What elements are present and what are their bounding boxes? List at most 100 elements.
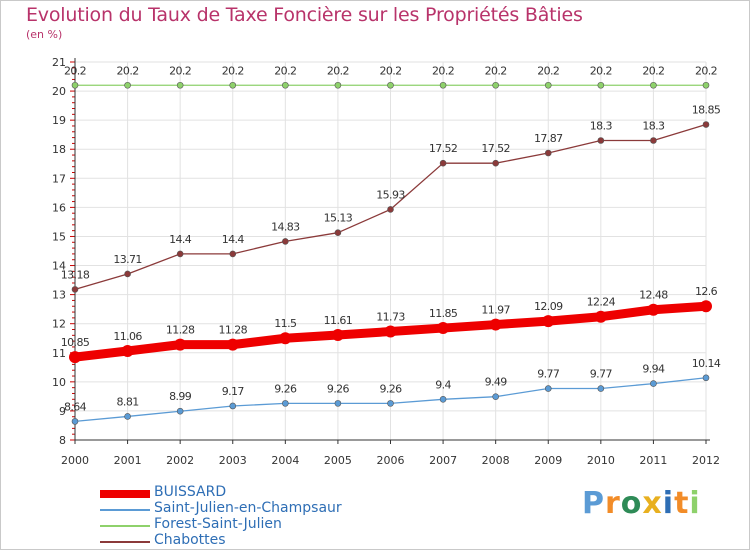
data-point <box>69 351 81 364</box>
data-label: 9.77 <box>590 368 613 381</box>
logo-letter: r <box>605 486 621 521</box>
x-tick-label: 2006 <box>377 454 405 467</box>
data-label: 12.48 <box>639 289 668 302</box>
data-label: 15.93 <box>376 188 405 201</box>
logo-letter: o <box>620 486 643 521</box>
data-label: 20.2 <box>222 64 244 77</box>
data-label: 14.4 <box>222 233 245 246</box>
x-tick-label: 2002 <box>166 454 194 467</box>
legend-label: Chabottes <box>154 532 226 548</box>
data-point <box>387 81 394 89</box>
data-label: 9.4 <box>435 378 451 391</box>
x-tick-label: 2004 <box>271 454 299 467</box>
data-label: 10.85 <box>61 336 90 349</box>
x-tick-label: 2008 <box>482 454 510 467</box>
y-tick-label: 20 <box>52 85 66 98</box>
data-label: 8.64 <box>64 400 87 413</box>
data-point <box>439 159 447 167</box>
data-label: 11.5 <box>274 317 297 330</box>
data-label: 17.87 <box>534 132 563 145</box>
data-label: 9.26 <box>327 382 350 395</box>
data-point <box>492 159 499 167</box>
y-tick-label: 11 <box>52 347 66 360</box>
data-point <box>124 81 131 89</box>
data-point <box>492 393 499 400</box>
data-label: 20.2 <box>327 64 349 77</box>
logo-letter: t <box>674 486 690 521</box>
data-label: 9.17 <box>222 385 245 398</box>
data-point <box>282 400 289 407</box>
data-point <box>229 402 237 410</box>
data-label: 20.2 <box>432 64 454 77</box>
data-label: 17.52 <box>481 142 510 155</box>
data-point <box>594 310 607 323</box>
y-tick-label: 13 <box>52 289 66 302</box>
data-point <box>437 322 450 335</box>
x-tick-label: 2011 <box>639 454 667 467</box>
data-label: 20.2 <box>274 64 296 77</box>
data-point <box>702 81 710 89</box>
axes: 8 9 10 11 12 13 14 15 16 17 18 19 20 21 2000 2001 2002 20… <box>52 56 720 467</box>
data-point <box>176 81 184 89</box>
data-point <box>229 250 237 258</box>
data-point <box>229 81 237 89</box>
data-point <box>71 418 79 425</box>
data-point <box>71 286 79 293</box>
data-label: 10.14 <box>692 357 721 370</box>
x-tick-label: 2012 <box>692 454 720 467</box>
data-label: 11.61 <box>324 314 353 327</box>
data-label: 11.73 <box>376 311 405 324</box>
data-label: 9.77 <box>537 368 560 381</box>
data-label: 11.28 <box>166 324 195 337</box>
data-label: 9.26 <box>274 382 297 395</box>
data-label: 11.85 <box>429 307 458 320</box>
data-label: 20.2 <box>169 64 191 77</box>
data-label: 14.83 <box>271 220 300 233</box>
data-labels: 10.85 11.06 11.28 11.28 11.5 11.61 11.73 11.85 1… <box>61 64 722 413</box>
legend-swatch <box>100 490 150 498</box>
y-tick-label: 12 <box>52 318 66 331</box>
data-point <box>174 338 187 351</box>
data-label: 17.52 <box>429 142 458 155</box>
proxiti-logo: Proxiti <box>582 486 701 521</box>
y-tick-label: 8 <box>59 434 66 447</box>
data-label: 11.97 <box>481 304 510 317</box>
legend-label: Forest-Saint-Julien <box>154 516 282 532</box>
data-point <box>439 395 447 403</box>
data-point <box>384 325 397 338</box>
data-point <box>544 81 552 89</box>
data-point <box>121 345 134 358</box>
data-label: 20.2 <box>485 64 507 77</box>
data-label: 11.28 <box>219 324 248 337</box>
data-point <box>387 206 394 213</box>
data-point <box>544 385 552 392</box>
data-point <box>282 81 289 89</box>
y-tick-label: 21 <box>52 56 66 69</box>
data-label: 12.6 <box>695 285 718 298</box>
logo-letter: P <box>582 486 605 521</box>
data-point <box>544 149 552 157</box>
data-point <box>700 300 712 313</box>
legend-label: BUISSARD <box>154 484 227 500</box>
chart-subtitle: (en %) <box>26 28 63 41</box>
data-point <box>650 81 657 89</box>
data-point <box>597 81 605 89</box>
legend-swatch <box>100 525 150 527</box>
data-point <box>282 238 289 245</box>
data-point <box>124 270 131 278</box>
y-tick-label: 19 <box>52 114 66 127</box>
logo-letter: x <box>642 486 663 521</box>
data-point <box>650 137 657 144</box>
data-point <box>124 413 131 420</box>
data-label: 15.13 <box>324 212 353 225</box>
data-label: 12.24 <box>587 296 616 309</box>
data-label: 9.26 <box>379 382 402 395</box>
data-point <box>647 303 660 316</box>
data-point <box>387 400 394 407</box>
data-point <box>331 329 344 342</box>
data-point <box>176 407 184 415</box>
x-tick-label: 2003 <box>219 454 247 467</box>
x-tick-label: 2000 <box>61 454 89 467</box>
grid-lines <box>74 61 707 441</box>
